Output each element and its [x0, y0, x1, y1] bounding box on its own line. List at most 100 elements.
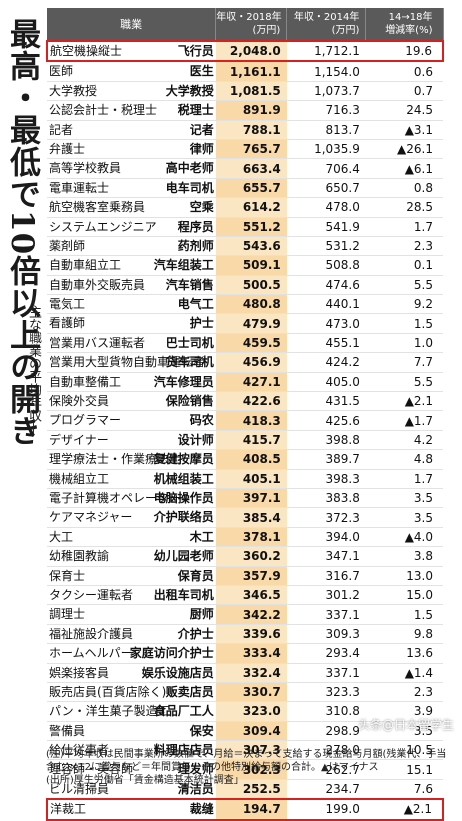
table-row: ケアマネジャー 介护联络员 385.4 372.3 3.5	[47, 507, 443, 528]
salary-2018: 1,161.1	[215, 61, 287, 82]
table-row: システムエンジニア 程序员 551.2 541.9 1.7	[47, 217, 443, 237]
job-name-jp: タクシー運転者	[49, 587, 134, 602]
salary-2014: 316.7	[325, 568, 360, 583]
footnote: (注)平均年収は民間事業所の数値で、月給＝決まって支給する現金給与月額(残業代、…	[46, 748, 456, 787]
table-row: 営業用バス運転者 巴士司机 459.5 455.1 1.0	[47, 333, 443, 353]
job-name-cn: 介护联络员	[153, 510, 214, 525]
salary-2018: 1,081.5	[215, 81, 287, 101]
change-rate: 9.8	[413, 626, 433, 641]
job-cell: 営業用大型貨物自動車運転者 货车司机	[47, 353, 216, 372]
job-cell: 洋裁工 裁缝	[46, 798, 216, 821]
salary-2018: 252.5	[215, 779, 287, 800]
salary-2014: 405.0	[325, 374, 360, 389]
job-name-jp: 幼稚園教諭	[49, 549, 110, 564]
table-row: 営業用大型貨物自動車運転者 货车司机 456.9 424.2 7.7	[47, 352, 443, 373]
job-cell: システムエンジニア 程序员	[47, 217, 216, 236]
table-row: 航空機操縦士 飞行员 2,048.0 1,712.1 19.6	[46, 39, 445, 63]
job-name-jp: 洋裁工	[50, 802, 87, 817]
job-cell: 娯楽接客員 娱乐设施店员	[47, 663, 216, 682]
job-cell: 航空機客室乗務員 空乘	[47, 198, 216, 217]
salary-2018: 456.9	[215, 352, 287, 373]
salary-2014: 1,154.0	[314, 64, 360, 79]
salary-2014: 531.2	[325, 239, 360, 254]
job-cell: タクシー運転者 出租车司机	[47, 585, 216, 604]
salary-2014: 199.0	[286, 798, 366, 821]
job-name-cn: 保险销售	[165, 394, 214, 409]
salary-2018: 614.2	[215, 197, 287, 218]
salary-2014: 309.3	[325, 626, 360, 641]
salary-2014: 716.3	[325, 103, 360, 118]
job-name-cn: 汽车组装工	[153, 258, 214, 273]
salary-2014: 372.3	[325, 510, 360, 525]
salary-2018: 891.9	[215, 100, 287, 121]
table-row: 幼稚園教諭 幼儿园老师 360.2 347.1 3.8	[47, 546, 443, 567]
table-row: 福祉施設介護員 介护士 339.6 309.3 9.8	[47, 624, 443, 644]
job-name-jp: 看護師	[49, 316, 86, 331]
job-cell: 記者 记者	[47, 120, 216, 139]
change-rate: 3.5	[413, 723, 433, 738]
job-name-cn: 贩卖店员	[165, 684, 214, 699]
salary-2018: 543.6	[215, 236, 287, 256]
job-cell: 高等学校教員 高中老师	[47, 159, 216, 178]
table-row: 調理士 厨师 342.2 337.1 1.5	[47, 604, 443, 625]
salary-2014: 323.3	[325, 685, 360, 700]
change-rate: 1.7	[413, 471, 433, 486]
job-name-jp: 営業用バス運転者	[49, 335, 146, 350]
change-rate: 4.2	[413, 433, 433, 447]
job-name-cn: 设计师	[177, 432, 214, 447]
header-rate: 14→18年 増減率(%)	[365, 8, 444, 41]
header-2014: 年収・2014年 (万円)	[286, 8, 367, 41]
table-row: 航空機客室乗務員 空乘 614.2 478.0 28.5	[47, 197, 443, 218]
table-row: 公認会計士・税理士 税理士 891.9 716.3 24.5	[47, 100, 443, 121]
footnote-source: (出所)厚生労働省「賃金構造基本統計調査」	[46, 775, 244, 786]
salary-2018: 427.1	[215, 372, 287, 392]
job-name-cn: 娱乐设施店员	[141, 665, 214, 680]
table-row: 大学教授 大学教授 1,081.5 1,073.7 0.7	[47, 81, 443, 101]
salary-2014: 425.6	[325, 413, 360, 428]
salary-2018: 346.5	[215, 585, 287, 605]
salary-2018: 405.1	[215, 469, 287, 489]
table-row: 大工 木工 378.1 394.0 ▲4.0	[47, 527, 443, 547]
change-rate: 2.3	[413, 685, 433, 700]
salary-2014: 650.7	[325, 180, 360, 195]
change-rate: 1.7	[413, 219, 433, 234]
job-name-cn: 程序员	[177, 219, 214, 234]
job-cell: 保育士 保育员	[47, 566, 216, 585]
change-rate: 5.5	[413, 374, 433, 389]
job-name-cn: 货车司机	[165, 355, 214, 370]
change-rate: ▲1.4	[404, 665, 433, 680]
table-row: 薬剤師 药剂师 543.6 531.2 2.3	[47, 236, 443, 256]
job-cell: 理学療法士・作業療法士 复健按摩员	[47, 450, 216, 469]
job-name-jp: 自動車組立工	[49, 258, 122, 273]
table-row: プログラマー 码农 418.3 425.6 ▲1.7	[47, 410, 443, 431]
job-name-cn: 木工	[189, 529, 214, 544]
table-row: 理容師・美容師 理发师 302.3 262.7 15.1	[47, 759, 443, 780]
salary-2014: 278.0	[325, 743, 360, 758]
job-name-cn: 巴士司机	[165, 335, 214, 350]
job-name-jp: 福祉施設介護員	[49, 626, 134, 641]
job-name-cn: 飞行员	[177, 44, 214, 58]
change-rate: 0.6	[413, 64, 433, 79]
job-name-jp: 公認会計士・税理士	[49, 103, 158, 118]
salary-2014: 1,035.9	[314, 142, 360, 157]
job-cell: 福祉施設介護員 介护士	[47, 624, 216, 643]
change-rate: 15.0	[406, 588, 433, 603]
salary-2018: 342.2	[215, 604, 287, 625]
salary-2018: 418.3	[215, 410, 287, 431]
job-name-jp: ケアマネジャー	[49, 510, 133, 525]
salary-2014: 541.9	[325, 219, 360, 234]
change-rate: 1.0	[413, 336, 433, 351]
job-cell: 理容師・美容師 理发师	[47, 760, 216, 779]
job-name-jp: デザイナー	[49, 432, 109, 447]
table-row: 娯楽接客員 娱乐设施店员 332.4 337.1 ▲1.4	[47, 663, 443, 683]
job-name-jp: 大学教授	[49, 83, 98, 98]
salary-2014: 262.7	[325, 762, 360, 777]
salary-2014: 383.8	[325, 491, 360, 506]
change-rate: 3.5	[413, 510, 433, 525]
header-2018-label: 年収・2018年	[216, 12, 282, 23]
salary-2014: 473.0	[325, 316, 360, 331]
job-cell: 薬剤師 药剂师	[47, 236, 216, 255]
change-rate: 24.5	[406, 103, 433, 118]
job-cell: 警備員 保安	[47, 721, 216, 740]
job-name-jp: 航空機操縦士	[50, 44, 123, 58]
